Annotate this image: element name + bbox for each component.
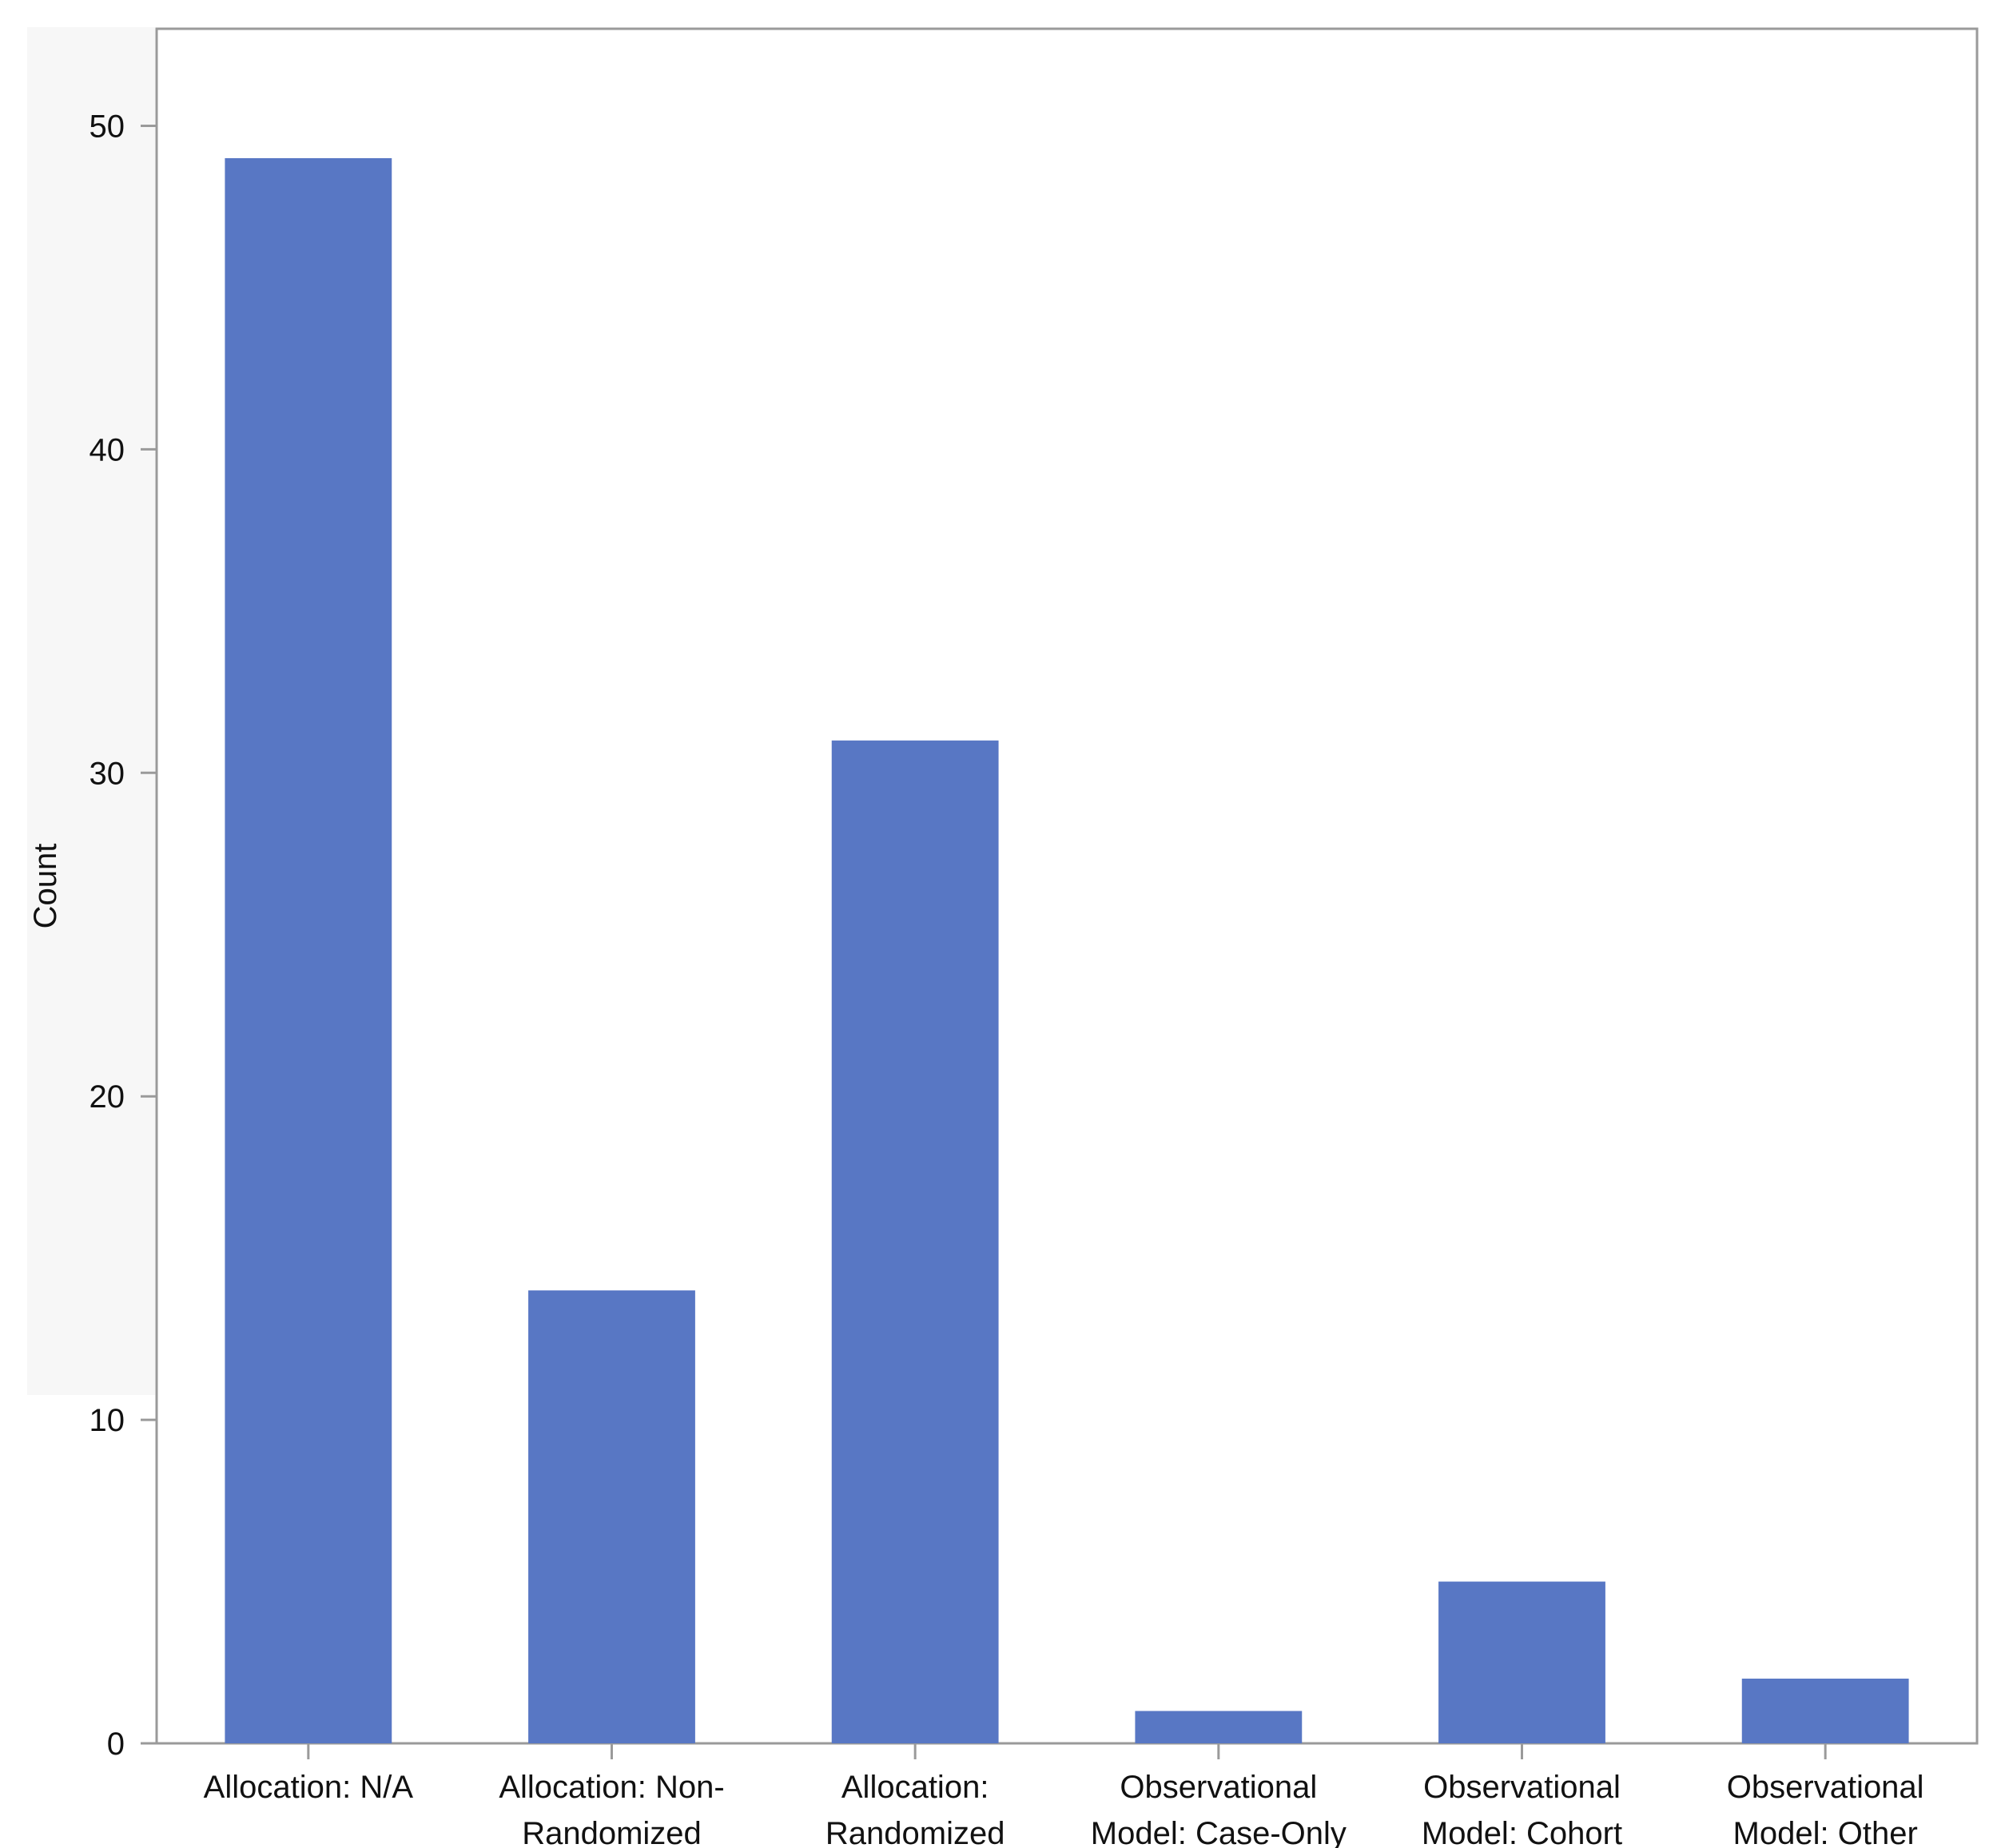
- x-tick-label: Observational: [1120, 1770, 1317, 1805]
- x-tick-label: Model: Other: [1733, 1816, 1918, 1848]
- bar: [1741, 1679, 1909, 1743]
- x-tick-label: Allocation:: [841, 1770, 989, 1805]
- bar: [1135, 1711, 1303, 1743]
- y-tick-label: 0: [107, 1727, 125, 1762]
- y-tick-label: 50: [90, 109, 125, 144]
- x-tick-label: Observational: [1727, 1770, 1924, 1805]
- y-tick-label: 40: [90, 432, 125, 467]
- y-tick-label: 20: [90, 1079, 125, 1115]
- plot-frame: [155, 27, 1979, 1745]
- x-tick-label: Model: Case-Only: [1091, 1816, 1347, 1848]
- x-tick-label: Randomized: [825, 1816, 1005, 1848]
- x-tick-label: Allocation: Non-: [499, 1770, 724, 1805]
- background-panel: [27, 27, 155, 1395]
- y-axis-title: Count: [28, 844, 63, 929]
- y-tick-label: 10: [90, 1403, 125, 1438]
- x-tick-label: Model: Cohort: [1422, 1816, 1622, 1848]
- bar: [528, 1290, 695, 1743]
- bar: [225, 157, 392, 1743]
- y-tick-label: 30: [90, 756, 125, 791]
- x-tick-label: Observational: [1423, 1770, 1621, 1805]
- x-tick-label: Randomized: [522, 1816, 702, 1848]
- x-tick-label: Allocation: N/A: [204, 1770, 414, 1805]
- bar: [1438, 1581, 1605, 1743]
- bar: [831, 740, 999, 1743]
